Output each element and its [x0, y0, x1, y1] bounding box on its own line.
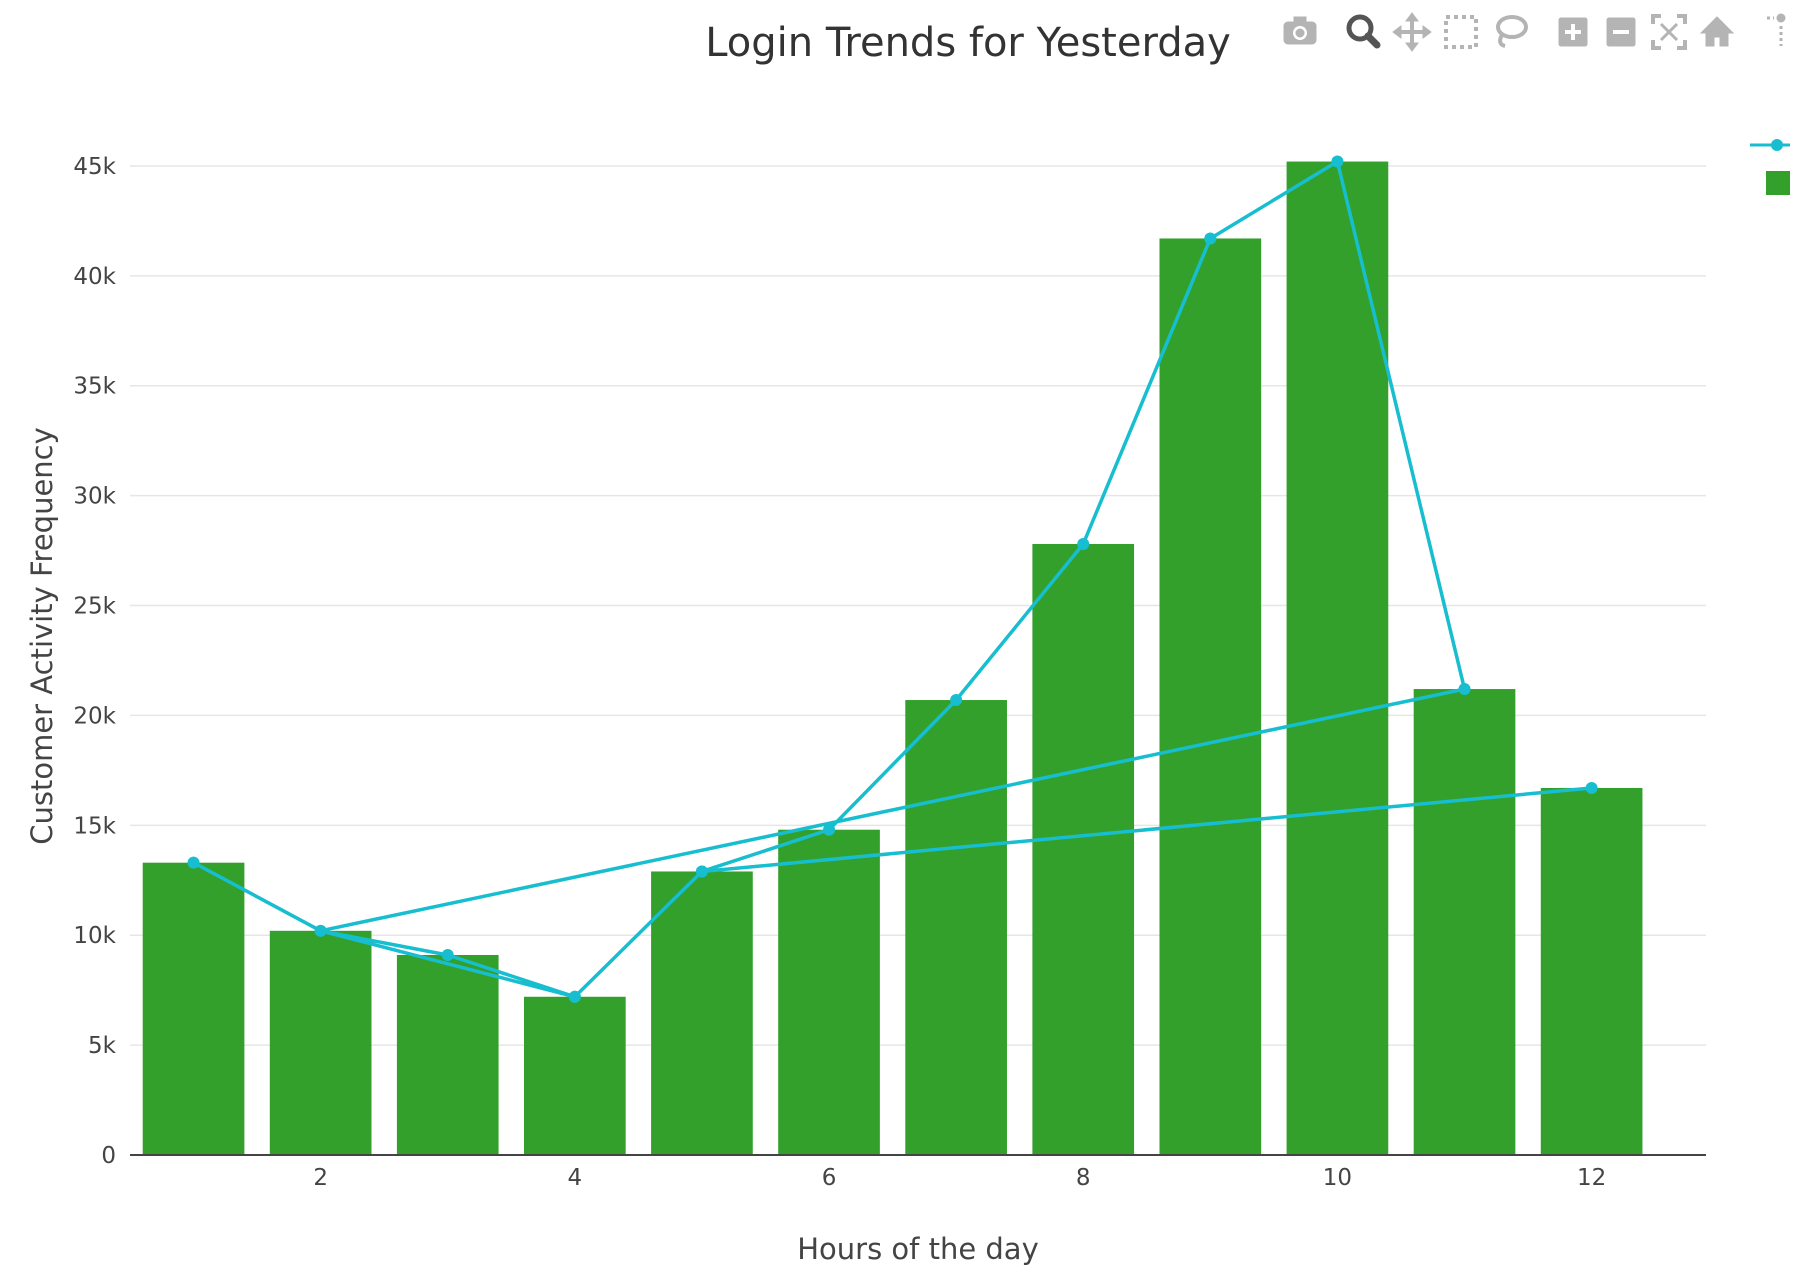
bar[interactable] — [142, 862, 245, 1155]
legend-bar-swatch — [1766, 171, 1790, 195]
y-tick-label: 45k — [73, 154, 116, 180]
y-tick-label: 35k — [73, 374, 116, 400]
x-axis-title: Hours of the day — [797, 1232, 1039, 1266]
chart-title: Login Trends for Yesterday — [705, 20, 1231, 66]
bar[interactable] — [905, 700, 1007, 1155]
line-point[interactable] — [314, 924, 327, 937]
box-select-icon[interactable] — [1444, 15, 1478, 49]
y-tick-label: 5k — [88, 1033, 117, 1059]
line-point[interactable] — [187, 856, 200, 869]
x-tick-label: 4 — [568, 1165, 583, 1191]
line-series — [187, 155, 1598, 1003]
line-point[interactable] — [1077, 537, 1090, 550]
line-point[interactable] — [823, 823, 836, 836]
zoom-in-icon[interactable] — [1558, 17, 1588, 47]
bar[interactable] — [778, 829, 880, 1155]
x-tick-label: 2 — [313, 1165, 328, 1191]
spike-lines-icon[interactable] — [1767, 13, 1786, 46]
y-tick-label: 20k — [73, 703, 116, 729]
axes: 0 5k 10k 15k 20k 25k 30k 35k 40k 45k 2 4 6 8 10 12 — [73, 154, 1706, 1191]
bar-series — [142, 161, 1643, 1155]
autoscale-icon[interactable] — [1651, 14, 1687, 50]
zoom-icon[interactable] — [1346, 14, 1381, 49]
line-point[interactable] — [1585, 781, 1598, 794]
bar[interactable] — [1413, 689, 1516, 1155]
legend-line-marker — [1771, 139, 1783, 151]
reset-axes-icon[interactable] — [1699, 16, 1735, 47]
x-tick-label: 6 — [822, 1165, 837, 1191]
y-tick-label: 25k — [73, 594, 116, 620]
bar[interactable] — [1159, 238, 1262, 1155]
y-tick-label: 30k — [73, 484, 116, 510]
bar[interactable] — [524, 996, 626, 1155]
lasso-select-icon[interactable] — [1496, 15, 1528, 48]
bar[interactable] — [1540, 787, 1643, 1155]
y-axis-title: Customer Activity Frequency — [25, 427, 59, 845]
gridlines — [130, 165, 1706, 1046]
y-tick-label: 15k — [73, 813, 116, 839]
legend-item-line[interactable] — [1750, 139, 1790, 151]
legend-item-bar[interactable] — [1766, 171, 1790, 195]
camera-icon[interactable] — [1283, 16, 1317, 45]
bar[interactable] — [651, 871, 753, 1155]
y-tick-label: 0 — [101, 1143, 116, 1169]
bar[interactable] — [1032, 543, 1135, 1155]
line-point[interactable] — [568, 990, 581, 1003]
y-tick-label: 40k — [73, 264, 116, 290]
line-point[interactable] — [950, 694, 963, 707]
pan-icon[interactable] — [1392, 12, 1432, 52]
line-point[interactable] — [441, 948, 454, 961]
line-point[interactable] — [1331, 155, 1344, 168]
line-point[interactable] — [1458, 683, 1471, 696]
x-tick-label: 12 — [1577, 1165, 1606, 1191]
y-tick-label: 10k — [73, 923, 116, 949]
legend[interactable] — [1750, 139, 1790, 195]
modebar — [1283, 12, 1786, 52]
line-point[interactable] — [1204, 232, 1217, 245]
x-tick-label: 10 — [1323, 1165, 1352, 1191]
line-point[interactable] — [695, 865, 708, 878]
x-tick-label: 8 — [1076, 1165, 1091, 1191]
zoom-out-icon[interactable] — [1606, 17, 1636, 47]
bar[interactable] — [1286, 161, 1389, 1155]
bar[interactable] — [269, 930, 372, 1155]
bar[interactable] — [396, 954, 499, 1155]
